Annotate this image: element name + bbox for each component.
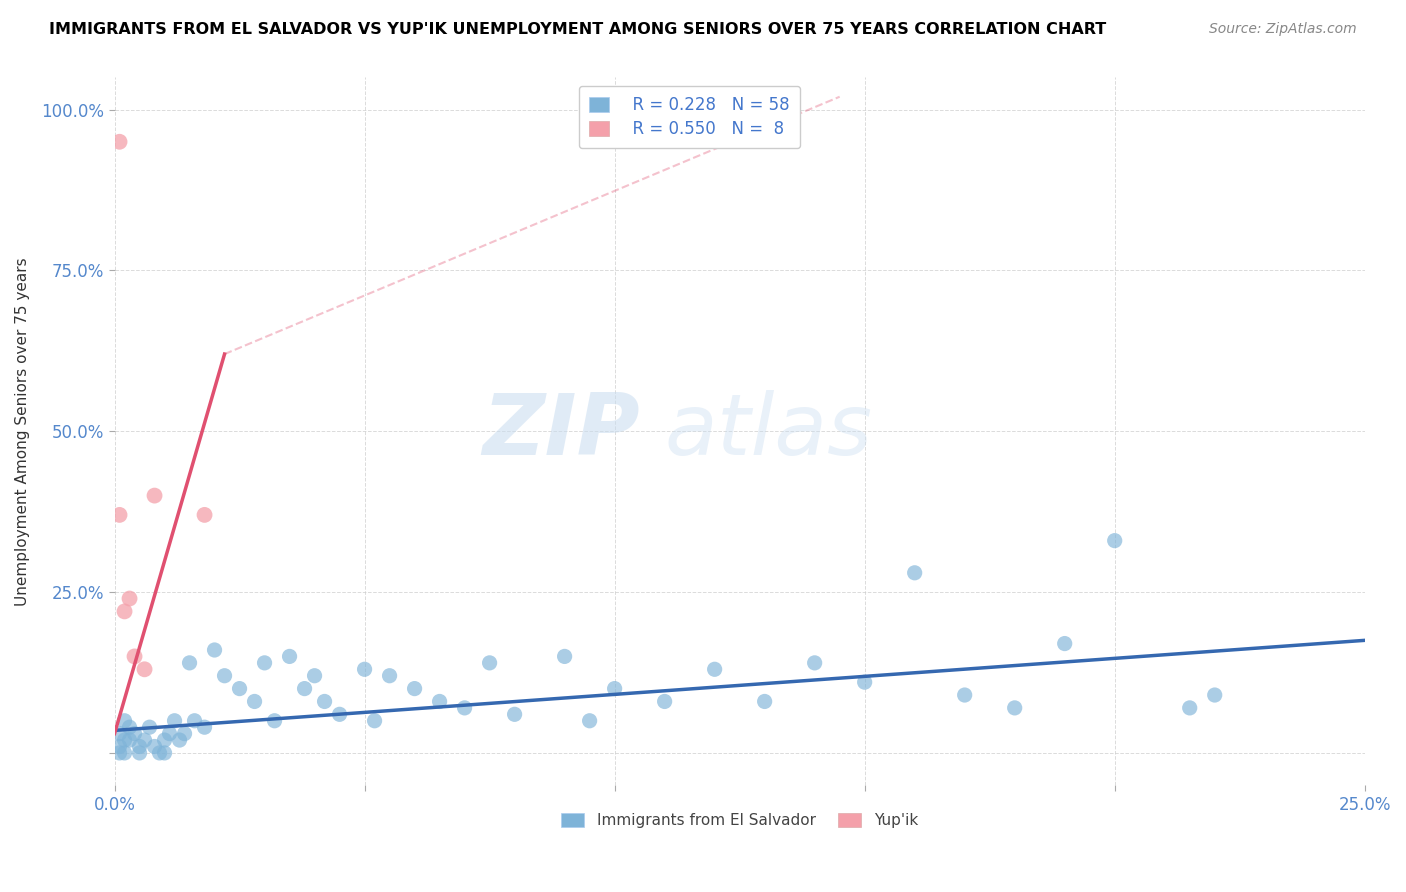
- Point: [114, 746, 136, 760]
- Point: [134, 733, 156, 747]
- Point: [754, 694, 776, 708]
- Point: [108, 746, 131, 760]
- Point: [124, 649, 146, 664]
- Point: [114, 604, 136, 618]
- Text: IMMIGRANTS FROM EL SALVADOR VS YUP'IK UNEMPLOYMENT AMONG SENIORS OVER 75 YEARS C: IMMIGRANTS FROM EL SALVADOR VS YUP'IK UN…: [49, 22, 1107, 37]
- Point: [329, 707, 352, 722]
- Point: [134, 662, 156, 676]
- Point: [118, 720, 141, 734]
- Point: [503, 707, 526, 722]
- Point: [204, 643, 226, 657]
- Point: [1053, 636, 1076, 650]
- Text: ZIP: ZIP: [482, 390, 640, 473]
- Point: [179, 656, 201, 670]
- Point: [193, 720, 215, 734]
- Point: [703, 662, 725, 676]
- Point: [353, 662, 375, 676]
- Point: [904, 566, 927, 580]
- Point: [803, 656, 825, 670]
- Point: [453, 701, 475, 715]
- Point: [253, 656, 276, 670]
- Point: [118, 591, 141, 606]
- Point: [278, 649, 301, 664]
- Point: [153, 733, 176, 747]
- Point: [243, 694, 266, 708]
- Point: [118, 733, 141, 747]
- Point: [193, 508, 215, 522]
- Point: [1204, 688, 1226, 702]
- Point: [378, 669, 401, 683]
- Point: [108, 739, 131, 754]
- Point: [169, 733, 191, 747]
- Point: [108, 726, 131, 740]
- Point: [128, 746, 150, 760]
- Legend: Immigrants from El Salvador, Yup'ik: Immigrants from El Salvador, Yup'ik: [555, 806, 924, 834]
- Point: [148, 746, 170, 760]
- Point: [114, 714, 136, 728]
- Text: Source: ZipAtlas.com: Source: ZipAtlas.com: [1209, 22, 1357, 37]
- Point: [143, 489, 166, 503]
- Point: [1104, 533, 1126, 548]
- Point: [603, 681, 626, 696]
- Point: [143, 739, 166, 754]
- Y-axis label: Unemployment Among Seniors over 75 years: Unemployment Among Seniors over 75 years: [15, 257, 30, 606]
- Point: [578, 714, 600, 728]
- Point: [138, 720, 160, 734]
- Point: [173, 726, 195, 740]
- Point: [153, 746, 176, 760]
- Text: atlas: atlas: [665, 390, 873, 473]
- Point: [214, 669, 236, 683]
- Point: [363, 714, 385, 728]
- Point: [159, 726, 181, 740]
- Point: [554, 649, 576, 664]
- Point: [114, 733, 136, 747]
- Point: [314, 694, 336, 708]
- Point: [228, 681, 250, 696]
- Point: [1004, 701, 1026, 715]
- Point: [853, 675, 876, 690]
- Point: [108, 135, 131, 149]
- Point: [953, 688, 976, 702]
- Point: [478, 656, 501, 670]
- Point: [1178, 701, 1201, 715]
- Point: [654, 694, 676, 708]
- Point: [404, 681, 426, 696]
- Point: [183, 714, 205, 728]
- Point: [263, 714, 285, 728]
- Point: [294, 681, 316, 696]
- Point: [108, 508, 131, 522]
- Point: [429, 694, 451, 708]
- Point: [163, 714, 186, 728]
- Point: [304, 669, 326, 683]
- Point: [124, 726, 146, 740]
- Point: [128, 739, 150, 754]
